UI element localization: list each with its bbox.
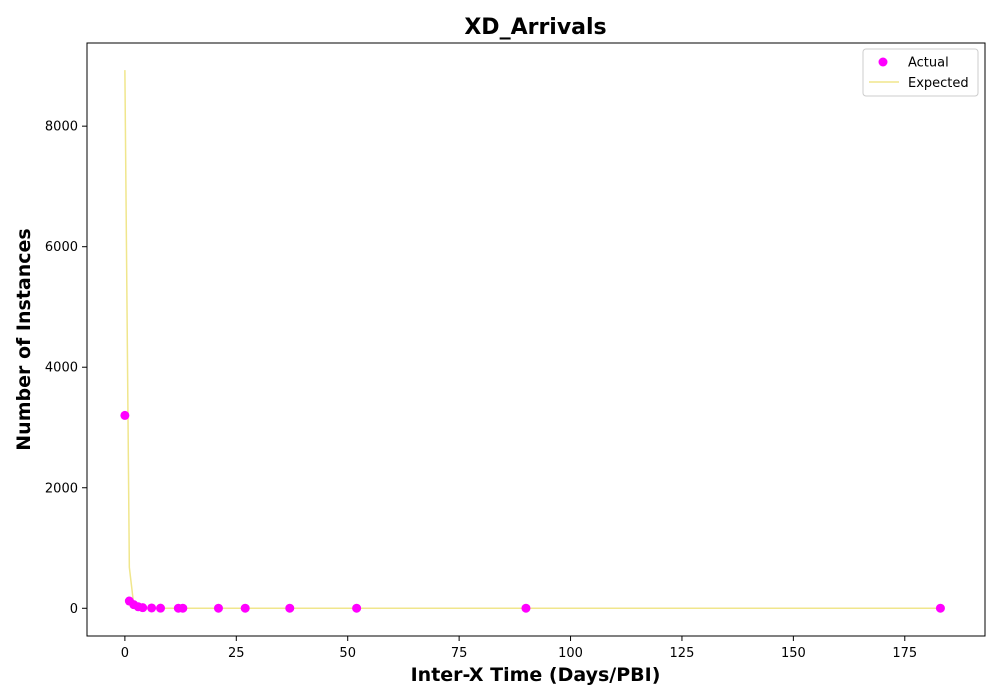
x-tick-label: 100 — [558, 646, 583, 661]
y-tick-label: 6000 — [45, 240, 78, 255]
y-tick-label: 0 — [70, 602, 78, 617]
actual-data-point — [156, 603, 166, 613]
actual-data-point — [138, 603, 148, 613]
actual-data-point — [521, 603, 531, 613]
x-tick-label: 150 — [781, 646, 806, 661]
actual-data-point — [240, 603, 250, 613]
actual-data-point — [147, 603, 157, 613]
x-tick-label: 175 — [892, 646, 917, 661]
actual-data-point — [120, 410, 130, 420]
actual-data-point — [935, 603, 945, 613]
x-tick-label: 125 — [670, 646, 695, 661]
x-tick-label: 25 — [228, 646, 245, 661]
y-axis-label: Number of Instances — [13, 228, 35, 450]
x-tick-label: 75 — [451, 646, 468, 661]
legend-label-actual: Actual — [908, 56, 949, 71]
x-axis-label: Inter-X Time (Days/PBI) — [411, 664, 661, 686]
y-tick-label: 8000 — [45, 120, 78, 135]
actual-data-point — [178, 603, 188, 613]
legend-label-expected: Expected — [908, 76, 969, 91]
x-tick-label: 50 — [339, 646, 356, 661]
plot-frame — [86, 42, 986, 637]
y-tick-label: 2000 — [45, 481, 78, 496]
plot-area — [86, 42, 986, 637]
actual-data-point — [352, 603, 362, 613]
legend-marker-actual — [878, 57, 888, 67]
y-tick-label: 4000 — [45, 361, 78, 376]
legend-frame — [862, 48, 979, 97]
x-axis-ticks: 0 25 50 75 100 125 150 175 — [121, 636, 917, 661]
legend: Actual Expected — [862, 48, 979, 97]
actual-data-point — [213, 603, 223, 613]
x-tick-label: 0 — [121, 646, 129, 661]
chart-title: XD_Arrivals — [464, 15, 606, 40]
data-layer — [120, 70, 945, 613]
y-axis-ticks: 0 2000 4000 6000 8000 — [45, 120, 87, 617]
actual-data-point — [285, 603, 295, 613]
